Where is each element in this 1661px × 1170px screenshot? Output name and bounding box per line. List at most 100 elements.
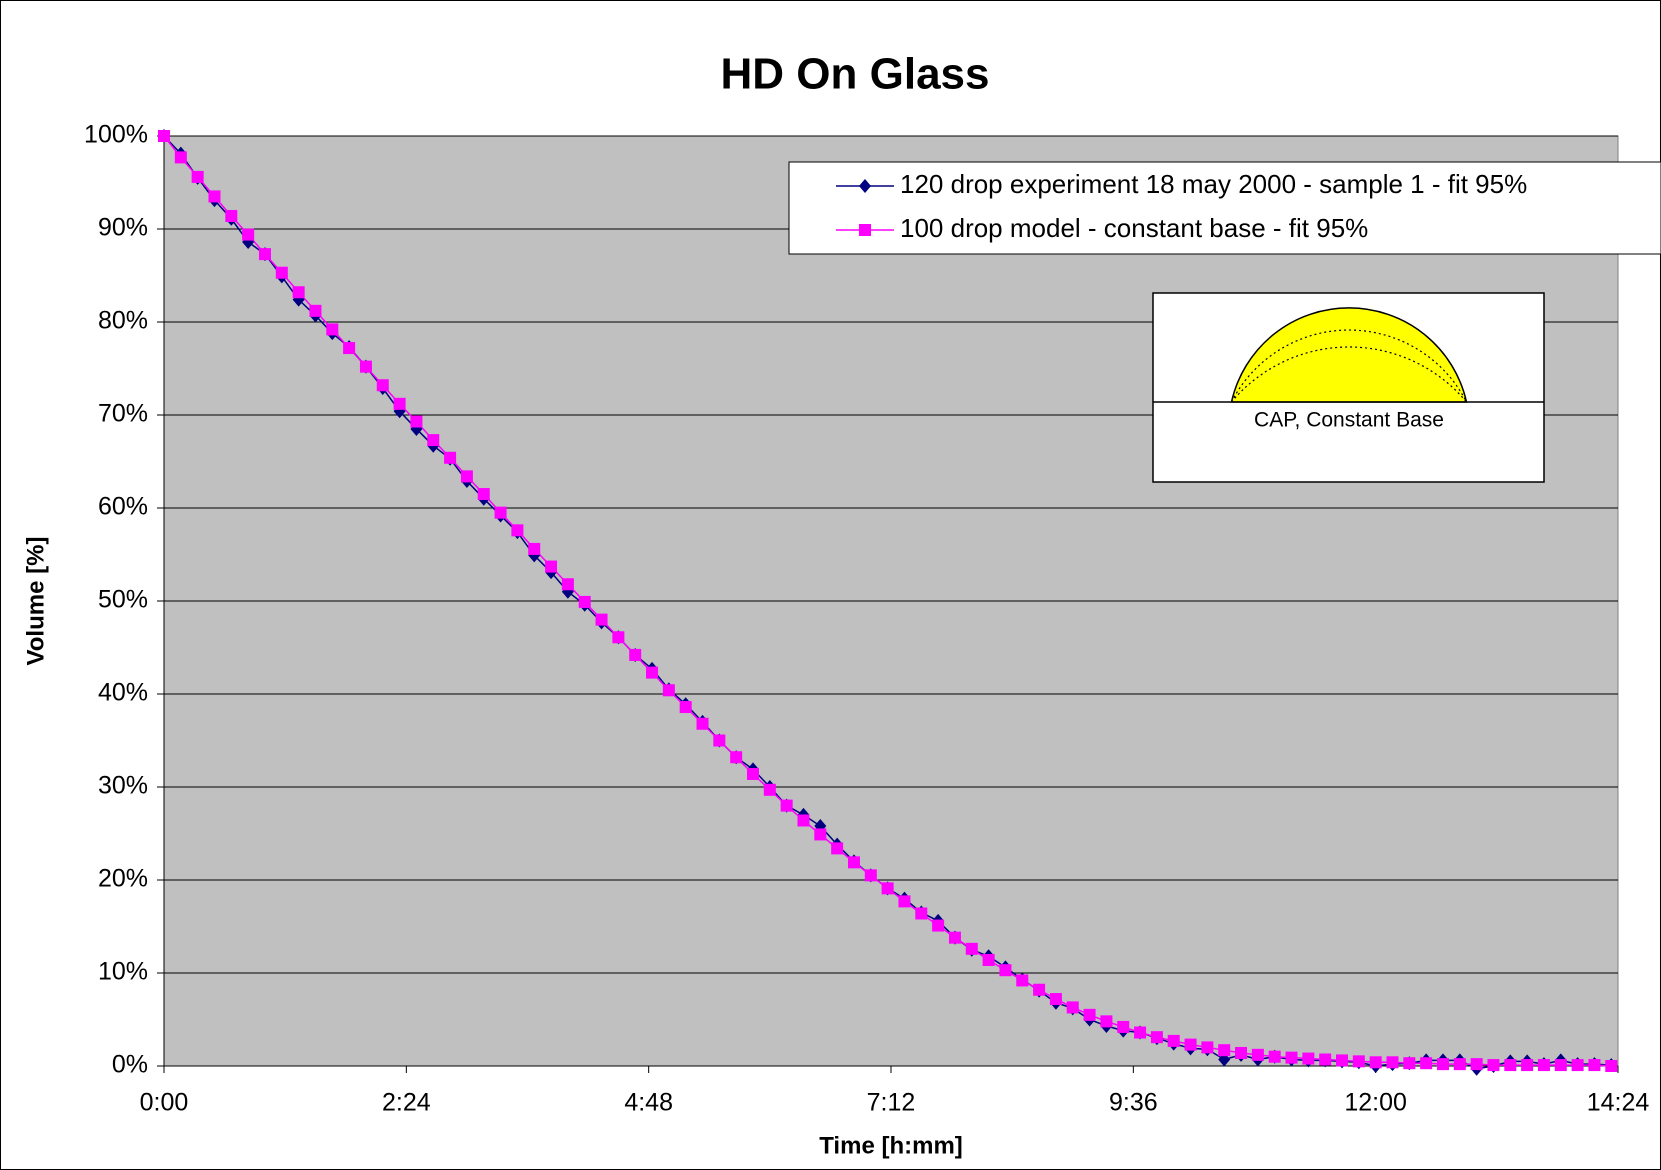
marker xyxy=(309,305,321,317)
marker xyxy=(730,751,742,763)
marker xyxy=(1588,1059,1600,1071)
marker xyxy=(1067,1001,1079,1013)
marker xyxy=(276,267,288,279)
marker xyxy=(259,248,271,260)
marker xyxy=(764,784,776,796)
x-tick-label: 2:24 xyxy=(382,1089,431,1117)
chart-title: HD On Glass xyxy=(721,50,990,99)
marker xyxy=(646,667,658,679)
marker xyxy=(1286,1052,1298,1064)
marker xyxy=(999,964,1011,976)
x-tick-label: 14:24 xyxy=(1587,1089,1650,1117)
y-tick-label: 0% xyxy=(112,1051,148,1079)
marker xyxy=(562,578,574,590)
marker xyxy=(360,361,372,373)
marker xyxy=(1134,1027,1146,1039)
marker xyxy=(882,882,894,894)
marker xyxy=(1117,1021,1129,1033)
marker xyxy=(814,828,826,840)
marker xyxy=(175,151,187,163)
marker xyxy=(831,842,843,854)
marker xyxy=(158,130,170,142)
marker xyxy=(898,895,910,907)
marker xyxy=(1033,984,1045,996)
marker xyxy=(1185,1039,1197,1051)
marker xyxy=(1521,1059,1533,1071)
marker xyxy=(1336,1054,1348,1066)
x-axis-label: Time [h:mm] xyxy=(819,1132,963,1159)
marker xyxy=(377,379,389,391)
marker xyxy=(1269,1051,1281,1063)
marker xyxy=(865,869,877,881)
marker xyxy=(326,323,338,335)
marker xyxy=(511,524,523,536)
marker xyxy=(1218,1044,1230,1056)
marker xyxy=(293,286,305,298)
marker xyxy=(1235,1047,1247,1059)
marker xyxy=(797,814,809,826)
marker xyxy=(495,507,507,519)
marker xyxy=(225,210,237,222)
marker xyxy=(1538,1059,1550,1071)
marker xyxy=(1370,1056,1382,1068)
marker xyxy=(629,649,641,661)
legend-label: 120 drop experiment 18 may 2000 - sample… xyxy=(900,169,1527,199)
marker xyxy=(410,416,422,428)
page: HD On Glass Volume [%] Time [h:mm] CAP, … xyxy=(0,0,1661,1170)
marker xyxy=(1252,1049,1264,1061)
marker xyxy=(1605,1060,1617,1072)
legend-label: 100 drop model - constant base - fit 95% xyxy=(900,213,1368,243)
chart: HD On Glass Volume [%] Time [h:mm] CAP, … xyxy=(0,0,1661,1170)
marker xyxy=(1487,1059,1499,1071)
y-tick-label: 40% xyxy=(98,679,148,707)
x-tick-label: 12:00 xyxy=(1344,1089,1407,1117)
x-tick-label: 9:36 xyxy=(1109,1089,1158,1117)
marker xyxy=(1168,1035,1180,1047)
y-tick-label: 90% xyxy=(98,214,148,242)
marker xyxy=(343,342,355,354)
marker xyxy=(1504,1059,1516,1071)
x-tick-label: 7:12 xyxy=(867,1089,916,1117)
marker xyxy=(427,434,439,446)
y-tick-label: 10% xyxy=(98,958,148,986)
marker xyxy=(1319,1053,1331,1065)
y-tick-label: 70% xyxy=(98,400,148,428)
marker xyxy=(1353,1055,1365,1067)
marker xyxy=(1403,1057,1415,1069)
marker xyxy=(596,614,608,626)
marker xyxy=(983,954,995,966)
marker xyxy=(1151,1031,1163,1043)
x-tick-label: 0:00 xyxy=(140,1089,189,1117)
y-tick-label: 30% xyxy=(98,772,148,800)
marker xyxy=(1100,1015,1112,1027)
marker xyxy=(680,701,692,713)
y-tick-label: 20% xyxy=(98,865,148,893)
x-tick-label: 4:48 xyxy=(624,1089,673,1117)
marker xyxy=(713,735,725,747)
marker xyxy=(478,488,490,500)
y-tick-label: 60% xyxy=(98,493,148,521)
marker xyxy=(1016,974,1028,986)
y-tick-label: 80% xyxy=(98,307,148,335)
marker xyxy=(1386,1056,1398,1068)
marker xyxy=(444,452,456,464)
marker xyxy=(461,470,473,482)
marker xyxy=(1555,1059,1567,1071)
marker xyxy=(1050,993,1062,1005)
marker xyxy=(1302,1053,1314,1065)
marker xyxy=(1471,1058,1483,1070)
marker xyxy=(394,398,406,410)
y-tick-label: 50% xyxy=(98,586,148,614)
marker xyxy=(612,631,624,643)
marker xyxy=(697,718,709,730)
marker xyxy=(192,171,204,183)
marker xyxy=(1201,1041,1213,1053)
marker xyxy=(949,932,961,944)
marker xyxy=(781,800,793,812)
marker xyxy=(1420,1057,1432,1069)
marker xyxy=(747,768,759,780)
marker xyxy=(932,920,944,932)
marker xyxy=(208,190,220,202)
marker xyxy=(848,856,860,868)
marker xyxy=(242,229,254,241)
